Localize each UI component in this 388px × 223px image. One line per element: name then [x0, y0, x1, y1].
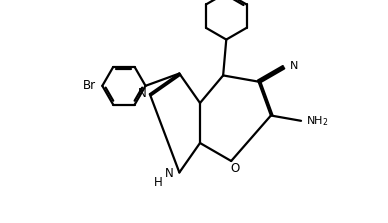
- Text: N: N: [165, 167, 174, 180]
- Text: N: N: [137, 87, 146, 100]
- Text: H: H: [154, 176, 163, 189]
- Text: O: O: [230, 161, 240, 175]
- Text: NH$_2$: NH$_2$: [306, 114, 329, 128]
- Text: N: N: [289, 61, 298, 71]
- Text: Br: Br: [83, 79, 96, 92]
